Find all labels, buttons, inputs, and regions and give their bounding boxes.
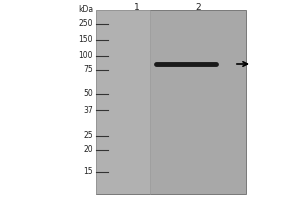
- Text: kDa: kDa: [78, 5, 93, 15]
- Text: 50: 50: [83, 90, 93, 98]
- Text: 150: 150: [79, 36, 93, 45]
- Text: 15: 15: [83, 168, 93, 176]
- Text: 250: 250: [79, 20, 93, 28]
- Text: 1: 1: [134, 2, 140, 11]
- Text: 37: 37: [83, 106, 93, 114]
- Text: 100: 100: [79, 51, 93, 60]
- Bar: [96, 10, 150, 194]
- Bar: [96, 10, 246, 194]
- Text: 25: 25: [83, 132, 93, 140]
- Text: 75: 75: [83, 66, 93, 74]
- Text: 2: 2: [195, 2, 201, 11]
- Text: 20: 20: [83, 146, 93, 154]
